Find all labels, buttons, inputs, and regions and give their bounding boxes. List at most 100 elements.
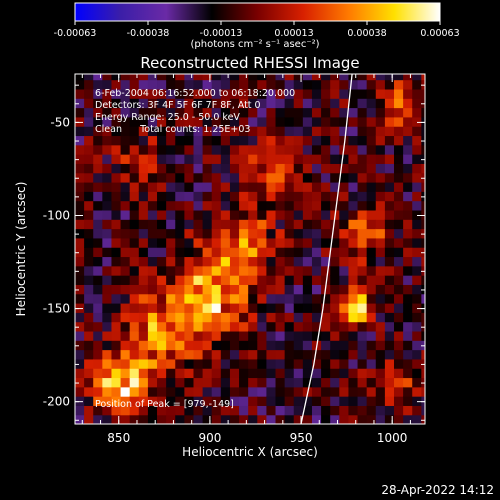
- heatmap-pixel: [275, 386, 286, 397]
- heatmap-pixel: [311, 116, 322, 127]
- heatmap-pixel: [302, 377, 313, 388]
- heatmap-pixel: [330, 414, 340, 424]
- heatmap-pixel: [284, 228, 295, 239]
- heatmap-pixel: [75, 135, 85, 146]
- heatmap-pixel: [293, 209, 304, 220]
- heatmap-pixel: [147, 330, 158, 341]
- heatmap-pixel: [211, 358, 222, 369]
- heatmap-pixel: [184, 405, 195, 416]
- heatmap-pixel: [202, 209, 213, 220]
- heatmap-pixel: [321, 349, 331, 360]
- heatmap-pixel: [93, 312, 103, 323]
- heatmap-pixel: [275, 321, 286, 332]
- heatmap-pixel: [257, 377, 267, 388]
- heatmap-pixel: [366, 302, 377, 313]
- heatmap-pixel: [184, 74, 195, 81]
- heatmap-pixel: [193, 79, 204, 90]
- heatmap-pixel: [284, 79, 295, 90]
- heatmap-pixel: [202, 228, 213, 239]
- heatmap-pixel: [75, 219, 85, 230]
- heatmap-pixel: [84, 330, 94, 341]
- heatmap-pixel: [330, 340, 340, 351]
- heatmap-pixel: [129, 154, 140, 164]
- heatmap-pixel: [339, 79, 350, 90]
- heatmap-pixel: [166, 321, 176, 332]
- heatmap-pixel: [120, 349, 131, 360]
- heatmap-pixel: [412, 275, 422, 285]
- heatmap-pixel: [202, 330, 213, 341]
- heatmap-pixel: [394, 107, 404, 118]
- heatmap-pixel: [93, 405, 103, 416]
- heatmap-pixel: [339, 116, 350, 127]
- heatmap-pixel: [293, 200, 304, 211]
- heatmap-pixel: [157, 135, 167, 146]
- heatmap-pixel: [211, 74, 222, 81]
- heatmap-pixel: [384, 265, 395, 276]
- heatmap-pixel: [220, 88, 231, 99]
- heatmap-pixel: [403, 405, 413, 416]
- heatmap-pixel: [147, 107, 158, 118]
- heatmap-pixel: [275, 191, 286, 202]
- heatmap-pixel: [138, 200, 149, 211]
- heatmap-pixel: [284, 181, 295, 192]
- heatmap-pixel: [157, 126, 167, 137]
- heatmap-pixel: [266, 349, 277, 360]
- heatmap-pixel: [166, 135, 176, 146]
- heatmap-pixel: [248, 163, 258, 174]
- heatmap-pixel: [129, 368, 140, 379]
- heatmap-pixel: [75, 191, 85, 202]
- heatmap-pixel: [157, 386, 167, 397]
- heatmap-pixel: [412, 135, 422, 146]
- heatmap-pixel: [211, 126, 222, 137]
- heatmap-pixel: [147, 256, 158, 267]
- heatmap-pixel: [175, 144, 185, 155]
- heatmap-pixel: [284, 116, 295, 127]
- heatmap-pixel: [330, 256, 340, 267]
- heatmap-pixel: [93, 163, 103, 174]
- heatmap-pixel: [293, 321, 304, 332]
- heatmap-pixel: [138, 74, 149, 81]
- heatmap-pixel: [147, 414, 158, 424]
- heatmap-pixel: [166, 414, 176, 424]
- heatmap-pixel: [339, 228, 350, 239]
- heatmap-pixel: [311, 368, 322, 379]
- heatmap-pixel: [229, 247, 240, 258]
- heatmap-pixel: [339, 200, 350, 211]
- heatmap-pixel: [403, 340, 413, 351]
- heatmap-pixel: [111, 228, 122, 239]
- heatmap-pixel: [330, 358, 340, 369]
- heatmap-pixel: [220, 79, 231, 90]
- heatmap-pixel: [394, 247, 404, 258]
- heatmap-pixel: [111, 219, 122, 230]
- heatmap-pixel: [193, 275, 204, 285]
- heatmap-pixel: [266, 74, 277, 81]
- heatmap-pixel: [339, 349, 350, 360]
- heatmap-pixel: [193, 163, 204, 174]
- heatmap-pixel: [147, 284, 158, 295]
- heatmap-pixel: [293, 107, 304, 118]
- heatmap-pixel: [311, 284, 322, 295]
- solar-limb-line: [300, 74, 353, 424]
- heatmap-pixel: [166, 396, 176, 406]
- heatmap-pixel: [193, 181, 204, 192]
- heatmap-pixel: [220, 284, 231, 295]
- heatmap-pixel: [311, 377, 322, 388]
- heatmap-pixel: [184, 302, 195, 313]
- heatmap-pixel: [357, 191, 368, 202]
- heatmap-pixel: [166, 98, 176, 109]
- heatmap-pixel: [384, 219, 395, 230]
- heatmap-pixel: [239, 386, 249, 397]
- heatmap-pixel: [84, 321, 94, 332]
- heatmap-pixel: [311, 321, 322, 332]
- heatmap-pixel: [394, 275, 404, 285]
- heatmap-pixel: [111, 414, 122, 424]
- heatmap-pixel: [266, 219, 277, 230]
- x-tick-label: 950: [290, 431, 313, 445]
- heatmap-pixel: [412, 181, 422, 192]
- heatmap-pixel: [275, 135, 286, 146]
- heatmap-pixel: [412, 228, 422, 239]
- heatmap-pixel: [321, 275, 331, 285]
- heatmap-pixel: [293, 98, 304, 109]
- heatmap-pixel: [348, 219, 359, 230]
- heatmap-pixel: [193, 265, 204, 276]
